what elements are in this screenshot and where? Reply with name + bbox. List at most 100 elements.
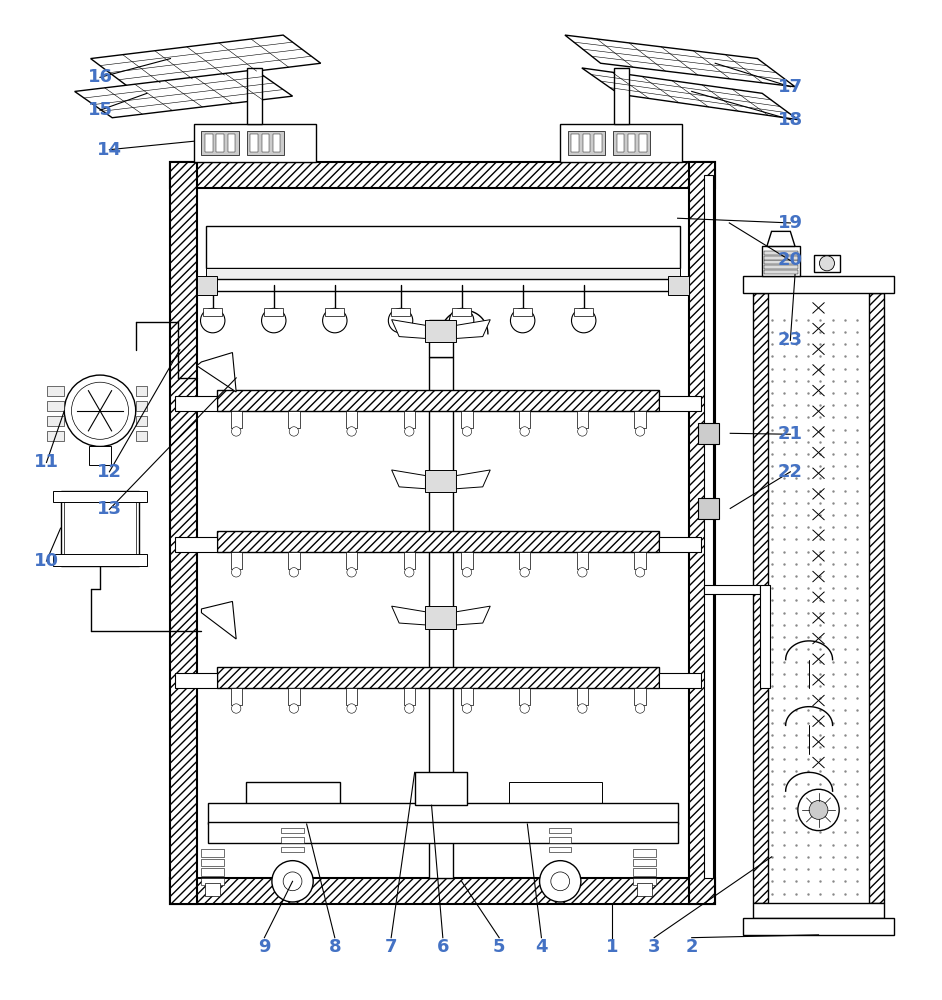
Circle shape [577,568,587,577]
Bar [47,431,64,441]
Circle shape [520,704,529,713]
Polygon shape [197,353,236,392]
Bar [206,226,679,268]
Bar [689,162,715,904]
Bar [403,552,414,569]
Bar [202,859,224,866]
Circle shape [404,704,414,713]
Polygon shape [392,470,426,489]
Bar [206,268,679,279]
Bar [577,552,588,569]
Bar [764,265,798,269]
Bar [628,134,635,152]
Bar [288,411,300,428]
Bar [231,411,242,428]
Bar [415,772,467,805]
Circle shape [577,427,587,436]
Text: 18: 18 [778,111,803,129]
Bar [136,386,147,396]
Bar [262,134,269,152]
Polygon shape [74,70,293,118]
Circle shape [540,861,581,902]
Bar [658,673,701,688]
Text: 22: 22 [778,463,803,481]
Circle shape [463,568,472,577]
Bar [403,688,414,705]
Bar [634,552,645,569]
Bar [549,828,572,833]
Polygon shape [392,320,426,338]
Bar [136,416,147,426]
Bar [633,878,656,885]
Text: 8: 8 [329,938,341,956]
Bar [218,531,658,552]
Bar [325,308,344,316]
Circle shape [449,308,474,333]
Circle shape [798,789,839,831]
Circle shape [347,568,356,577]
Bar [452,308,471,316]
Bar [814,255,840,272]
Circle shape [347,704,356,713]
Bar [509,782,603,805]
Polygon shape [457,606,490,625]
Text: 20: 20 [778,251,803,269]
Bar [47,416,64,426]
Bar [426,470,457,492]
Bar [282,828,304,833]
Bar [698,423,719,444]
Bar [764,260,798,264]
Bar [575,308,593,316]
Text: 7: 7 [385,938,398,956]
Bar [346,411,357,428]
Bar [704,175,713,878]
Circle shape [232,568,241,577]
Text: 5: 5 [493,938,506,956]
Text: 10: 10 [34,552,59,570]
Circle shape [262,308,286,333]
Bar [197,276,218,295]
Bar [617,134,625,152]
Bar [753,903,885,918]
Bar [205,134,213,152]
Circle shape [635,568,644,577]
Bar [247,131,284,155]
Circle shape [577,704,587,713]
Bar [633,859,656,866]
Circle shape [820,256,835,271]
Bar [202,868,224,876]
Circle shape [232,427,241,436]
Bar [613,131,650,155]
Bar [430,320,453,357]
Circle shape [347,427,356,436]
Circle shape [284,872,302,891]
Circle shape [404,568,414,577]
Bar [577,411,588,428]
Polygon shape [457,470,490,489]
Bar [753,293,768,903]
Polygon shape [392,606,426,625]
Text: 2: 2 [686,938,698,956]
Circle shape [322,308,347,333]
Text: 4: 4 [535,938,547,956]
Circle shape [289,568,299,577]
Bar [462,411,473,428]
Bar [519,688,530,705]
Bar [248,68,263,124]
Circle shape [64,375,136,446]
Circle shape [463,427,472,436]
Bar [704,585,760,594]
Circle shape [551,872,570,891]
Text: 16: 16 [88,68,112,86]
Bar [577,688,588,705]
Bar [228,134,236,152]
Bar [208,803,677,824]
Text: 9: 9 [258,938,270,956]
Bar [698,498,719,519]
Bar [136,431,147,441]
Bar [594,134,602,152]
Bar [634,688,645,705]
Bar [430,357,453,878]
Polygon shape [457,320,490,338]
Bar [633,868,656,876]
